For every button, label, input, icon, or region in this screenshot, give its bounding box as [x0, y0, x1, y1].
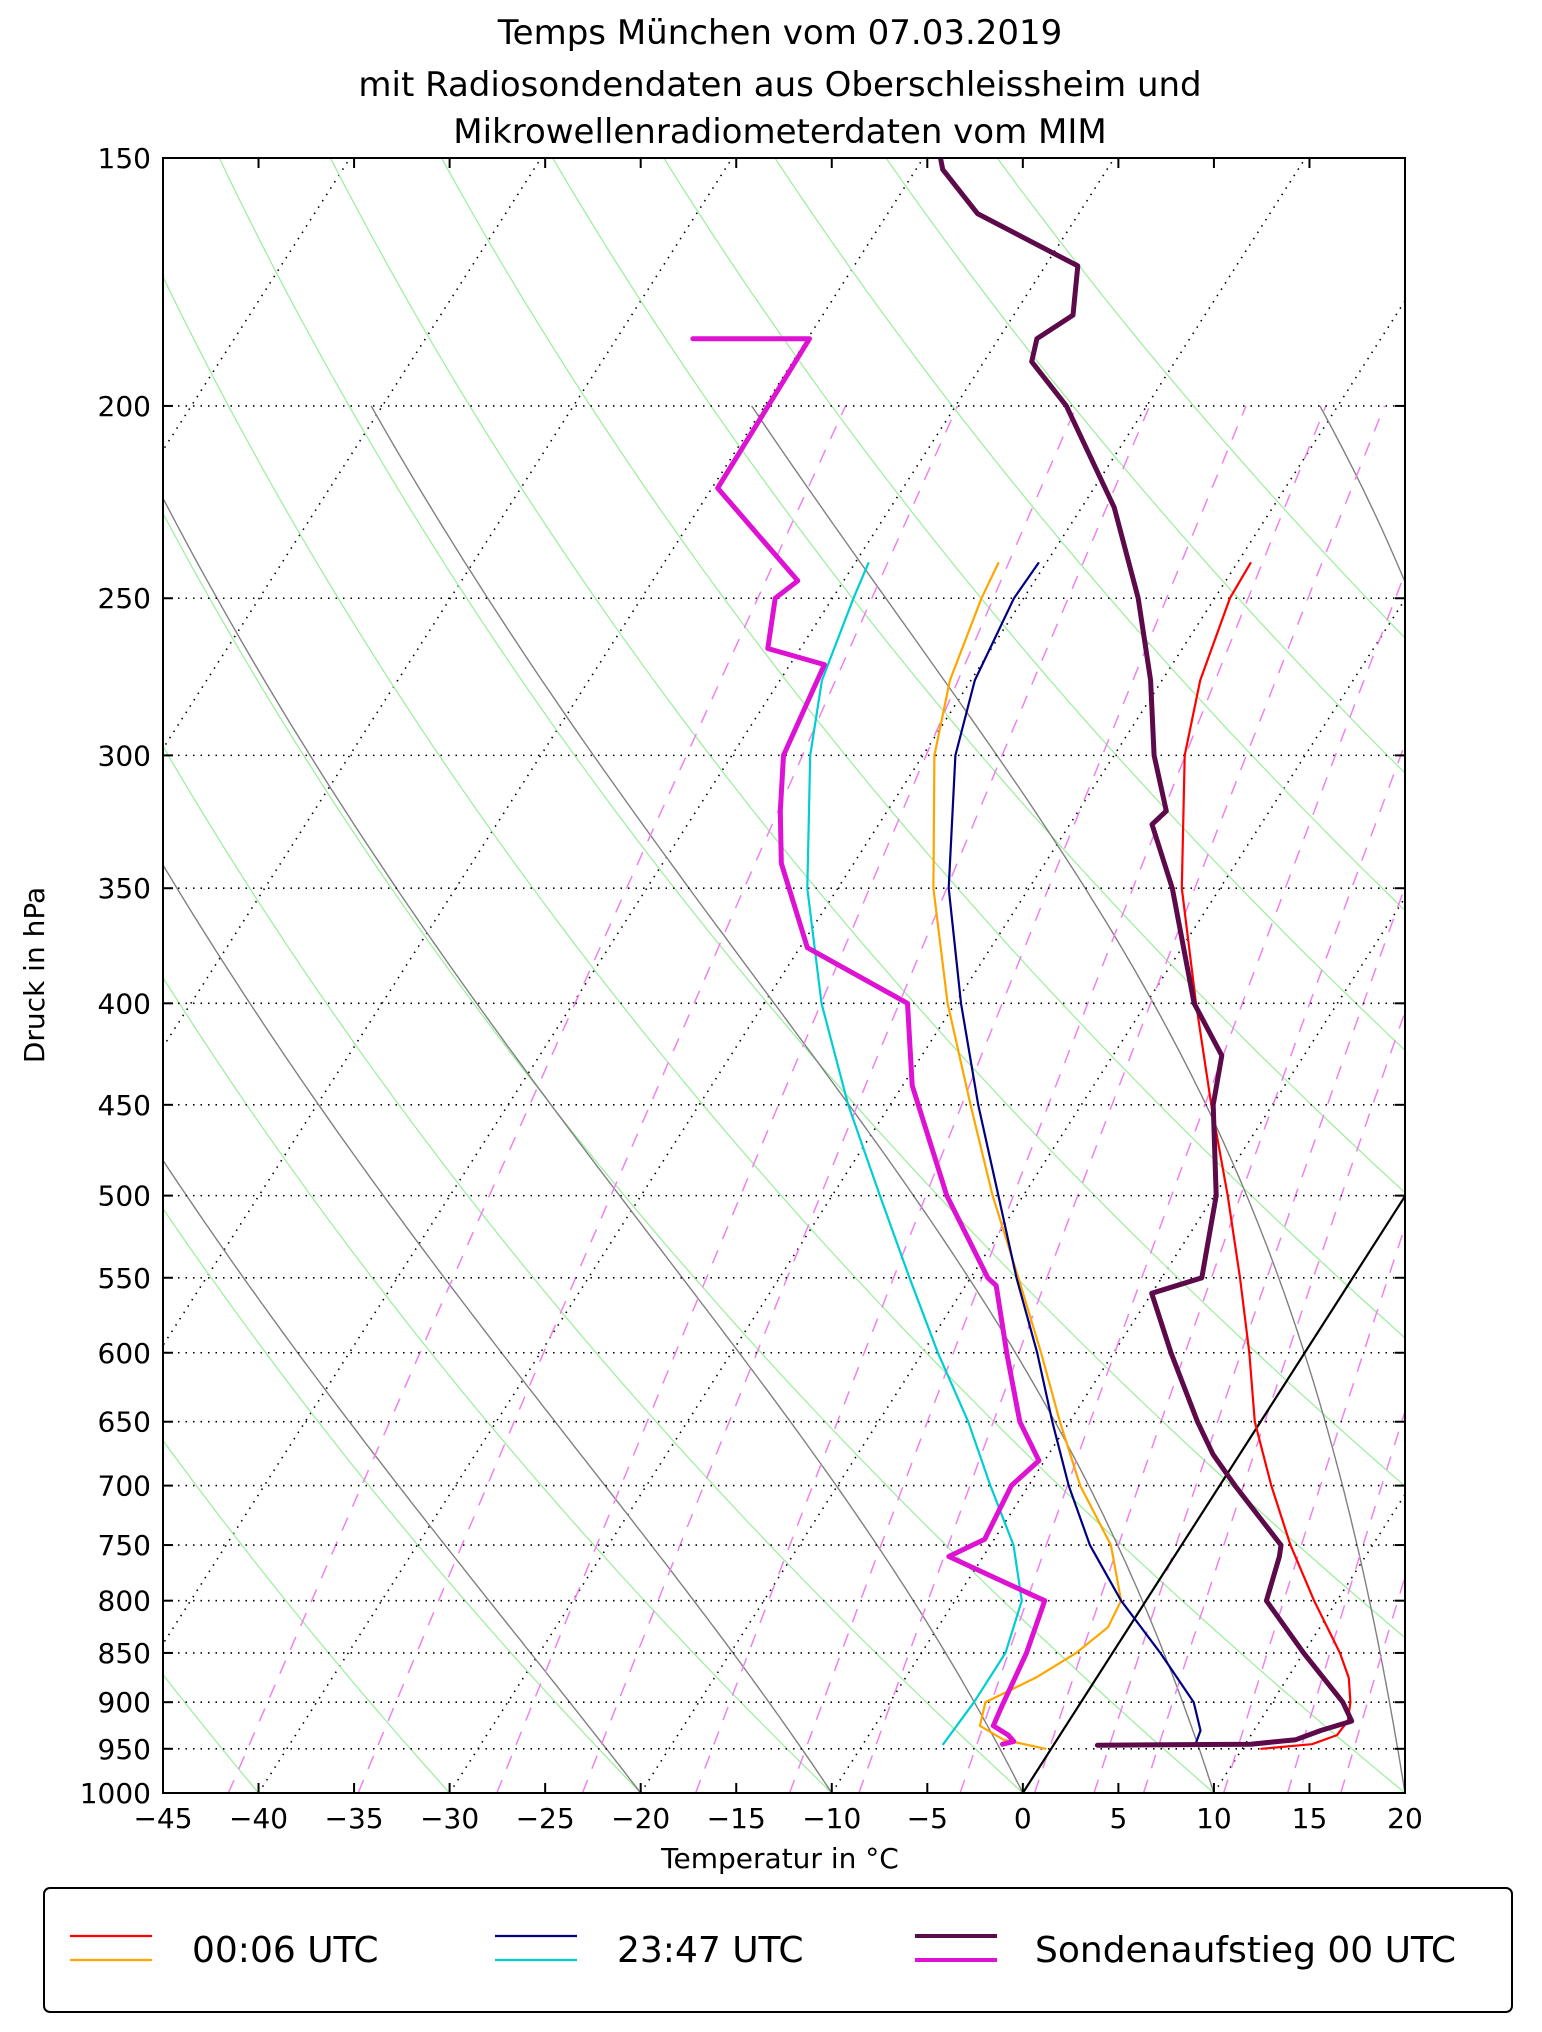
reference-lines [1021, 1194, 1405, 1793]
mixing-ratio-line [1033, 741, 1405, 1793]
y-tick-label: 450 [98, 1089, 151, 1122]
mixing-ratio-line [496, 405, 1078, 1793]
chart-title: Temps München vom 07.03.2019 mit Radioso… [358, 13, 1201, 152]
y-tick-label: 550 [98, 1262, 151, 1295]
isotherm-line [1404, 1791, 1405, 1793]
isotherm-line [831, 896, 1405, 1793]
y-tick-label: 900 [98, 1686, 151, 1719]
chart-title-line-3: Mikrowellenradiometerdaten vom MIM [453, 112, 1106, 152]
dry-adiabat-line [440, 158, 1405, 1339]
y-tick-label: 1000 [80, 1777, 151, 1810]
x-tick-label: 5 [1109, 1802, 1127, 1835]
series-23-47-utc-temperatur [947, 561, 1202, 1746]
y-tick-label: 650 [98, 1406, 151, 1439]
x-axis: −45 −40 −35 −30 −25 −20 −15 −10 −5 0 5 10 15 20 [133, 158, 1423, 1835]
x-tick-label: −30 [420, 1802, 479, 1835]
y-tick-label: 200 [98, 390, 151, 423]
series-layer [690, 158, 1355, 1750]
dry-adiabat-line [996, 158, 1405, 639]
dry-adiabat-line [163, 976, 833, 1793]
y-axis: 1000 950 900 850 800 750 700 650 600 550 500 450 400… [80, 142, 1405, 1810]
dry-adiabat-line [163, 745, 1024, 1793]
x-tick-label: −35 [325, 1802, 384, 1835]
isotherm-line [1213, 1493, 1405, 1793]
dry-adiabat-line [774, 158, 1405, 912]
moist-adiabat-line [163, 496, 1024, 1793]
legend-swatches [70, 1934, 997, 1962]
dry-adiabat-line [663, 158, 1405, 1052]
x-tick-label: −25 [516, 1802, 575, 1835]
moist-adiabat-line [370, 405, 1215, 1793]
x-tick-label: 15 [1292, 1802, 1328, 1835]
y-tick-label: 700 [98, 1470, 151, 1503]
mixing-ratio-line [694, 405, 1247, 1793]
y-tick-label: 850 [98, 1637, 151, 1670]
legend: 00:06 UTC 23:47 UTC Sondenaufstieg 00 UT… [43, 1887, 1513, 2013]
dry-adiabat-line [218, 158, 1405, 1639]
y-tick-label: 500 [98, 1180, 151, 1213]
legend-box [43, 1887, 1513, 2013]
legend-label-0006: 00:06 UTC [192, 1930, 379, 1971]
mixing-ratio-line [1093, 884, 1405, 1793]
dry-adiabat-line [329, 158, 1405, 1488]
x-tick-label: −20 [611, 1802, 670, 1835]
chart-title-line-1: Temps München vom 07.03.2019 [497, 13, 1063, 53]
y-tick-label: 300 [98, 739, 151, 772]
y-tick-label: 800 [98, 1585, 151, 1618]
chart-title-line-2: mit Radiosondendaten aus Oberschleisshei… [358, 65, 1201, 105]
y-tick-label: 150 [98, 142, 151, 175]
x-tick-label: −5 [907, 1802, 948, 1835]
x-tick-label: −10 [802, 1802, 861, 1835]
y-tick-label: 250 [98, 582, 151, 615]
x-tick-label: 10 [1196, 1802, 1232, 1835]
mixing-ratio-line [227, 405, 847, 1793]
y-tick-label: 750 [98, 1529, 151, 1562]
dry-adiabat-line [163, 512, 1215, 1793]
moist-adiabat-line [163, 1159, 642, 1793]
x-tick-label: −15 [707, 1802, 766, 1835]
y-tick-label: 600 [98, 1337, 151, 1370]
zero-isotherm-line [1021, 1194, 1405, 1793]
dry-adiabat-line [163, 1207, 642, 1793]
isotherm-line [448, 299, 1405, 1793]
series-00-06-utc-temperatur [1180, 561, 1352, 1750]
mixing-ratio-line [1427, 406, 1542, 1793]
isotherm-line [257, 158, 1307, 1793]
dry-adiabat-line [885, 158, 1405, 774]
dry-adiabat-line [552, 158, 1405, 1194]
x-axis-label: Temperatur in °C [660, 1842, 899, 1875]
dry-adiabat-line [163, 1439, 451, 1793]
y-axis-label: Druck in hPa [18, 887, 51, 1063]
isotherm-line [163, 158, 542, 751]
mixing-ratio-line [858, 405, 1386, 1793]
x-tick-label: −40 [229, 1802, 288, 1835]
mixing-ratio-line [1142, 1009, 1405, 1793]
series-00-06-utc-taupunkt [932, 561, 1123, 1750]
y-tick-label: 400 [98, 987, 151, 1020]
x-tick-label: −45 [133, 1802, 192, 1835]
mixing-ratio-line [959, 571, 1405, 1793]
isotherm-line [640, 597, 1405, 1793]
isotherm-line [163, 158, 1116, 1646]
series-sondenaufstieg-00-utc-temperatur [938, 158, 1355, 1748]
legend-label-sonde: Sondenaufstieg 00 UTC [1035, 1930, 1456, 1971]
x-tick-label: 0 [1014, 1802, 1032, 1835]
y-tick-label: 350 [98, 872, 151, 905]
moist-adiabat-line [1319, 405, 1405, 584]
mixing-ratio-line [357, 405, 959, 1793]
dry-adiabat-line [163, 275, 1405, 1793]
legend-label-2347: 23:47 UTC [617, 1930, 804, 1971]
mixing-ratio-line [1222, 1224, 1405, 1793]
plot-frame [162, 157, 1406, 1794]
isotherm-line [163, 158, 351, 452]
mixing-ratio-line [1340, 1574, 1405, 1793]
series-23-47-utc-taupunkt [806, 561, 1023, 1746]
mixing-ratio-line [1286, 1408, 1405, 1793]
mixing-ratio-line [1495, 406, 1542, 1793]
series-sondenaufstieg-00-utc-taupunkt [690, 336, 1048, 1747]
x-tick-label: 20 [1387, 1802, 1423, 1835]
y-tick-label: 950 [98, 1733, 151, 1766]
mixing-ratio-line [788, 405, 1327, 1793]
